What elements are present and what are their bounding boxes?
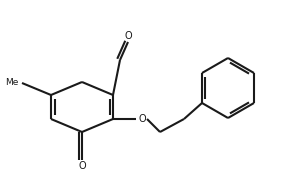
Text: O: O [78, 161, 86, 171]
Text: O: O [138, 114, 146, 124]
Text: O: O [124, 31, 132, 41]
Text: Me: Me [6, 79, 19, 87]
